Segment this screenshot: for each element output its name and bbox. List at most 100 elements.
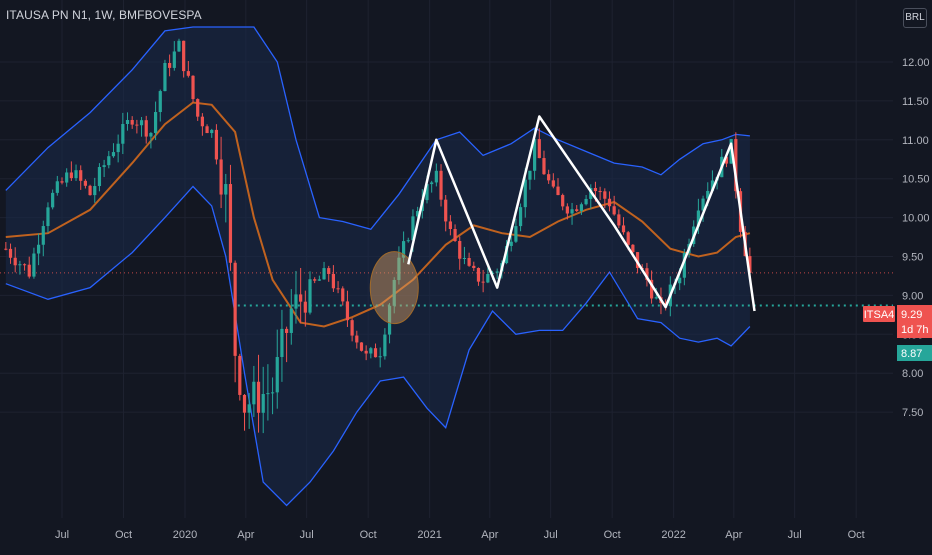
candle-body (214, 129, 219, 160)
candle-body (13, 257, 17, 266)
candle-body (88, 185, 92, 196)
candle-body (331, 273, 336, 289)
candle-body (8, 248, 13, 258)
candle-body (430, 182, 434, 185)
candle-body (453, 228, 457, 241)
candle-body (444, 199, 448, 222)
candle-body (734, 139, 738, 192)
band-fill (5, 27, 750, 506)
candle-body (55, 181, 59, 193)
candle-body (364, 350, 368, 354)
upper-band (5, 26, 750, 231)
candle-body (570, 209, 574, 214)
candle-body (509, 241, 513, 246)
x-tick-label: Apr (725, 529, 742, 541)
candle-body (144, 120, 148, 137)
candle-body (135, 124, 139, 126)
candle-body (168, 62, 172, 68)
y-tick-label: 7.50 (902, 407, 923, 419)
candle-body (289, 308, 293, 333)
candle-body (83, 180, 87, 186)
candle-body (472, 265, 476, 269)
candle-body (397, 257, 401, 280)
lower-band (5, 185, 751, 507)
candle-body (182, 40, 186, 72)
candle-body (247, 404, 251, 413)
basis-line (5, 101, 751, 328)
candle-body (486, 273, 490, 283)
currency-button[interactable]: BRL (903, 8, 927, 28)
candle-body (191, 75, 195, 100)
symbol-tag: ITSA4 (864, 309, 895, 321)
price-tags: ITSA4 9.29 1d 7h 8.87 (863, 305, 932, 361)
candle-body (401, 241, 406, 258)
last-price-tag-bg (897, 305, 932, 338)
candle-body (210, 129, 214, 134)
y-tick-label: 9.00 (902, 290, 923, 302)
candle-body (626, 232, 630, 245)
candle-body (205, 126, 209, 134)
candle-body (252, 381, 256, 405)
candle-body (238, 355, 242, 395)
candle-body (607, 198, 612, 207)
candle-body (495, 271, 499, 273)
candle-body (556, 186, 560, 196)
drawings[interactable] (369, 115, 756, 325)
level-tag-bg (897, 345, 932, 361)
candle-body (285, 328, 289, 333)
candle-body (275, 357, 279, 393)
candle-body (121, 124, 125, 144)
chart-title: ITAUSA PN N1, 1W, BMFBOVESPA (6, 8, 202, 22)
candle-body (27, 264, 31, 277)
candle-body (270, 392, 275, 394)
x-tick-label: 2020 (173, 529, 197, 541)
x-tick-label: Jul (55, 529, 69, 541)
candle-body (345, 301, 350, 321)
candle-body (724, 156, 729, 164)
candle-body (196, 99, 200, 117)
x-tick-label: Apr (237, 529, 254, 541)
candle-body (41, 226, 45, 245)
candle-body (654, 297, 658, 299)
candle-body (411, 216, 415, 241)
candle-body (51, 192, 55, 208)
candle-body (130, 120, 134, 125)
candle-body (514, 226, 518, 242)
candle-body (649, 279, 654, 299)
candle-body (327, 268, 331, 274)
candle-body (322, 268, 326, 280)
candle-body (177, 40, 181, 52)
candle-body (458, 240, 462, 259)
candle-body (22, 264, 27, 266)
candle-body (603, 191, 607, 199)
candle-body (4, 248, 8, 250)
candle-body (523, 179, 527, 208)
candle-body (158, 91, 162, 113)
candle-body (598, 191, 602, 193)
x-tick-label: Oct (115, 529, 132, 541)
candle-body (462, 257, 467, 259)
candle-body (200, 116, 204, 127)
candle-body (139, 120, 144, 126)
x-tick-label: Oct (604, 529, 621, 541)
candle-body (635, 252, 640, 268)
candle-body (518, 207, 523, 227)
candle-body (467, 257, 471, 266)
candle-body (621, 225, 626, 233)
candle-body (547, 174, 551, 181)
candle-body (701, 198, 705, 211)
candle-body (425, 184, 429, 201)
candle-body (387, 305, 392, 335)
candle-body (107, 156, 111, 166)
candle-body (696, 210, 700, 227)
candle-body (579, 204, 584, 212)
candle-body (261, 393, 265, 413)
candle-body (280, 328, 284, 358)
candle-body (37, 244, 41, 254)
candle-body (32, 253, 36, 277)
y-tick-label: 12.00 (902, 57, 930, 69)
candle-body (378, 356, 382, 358)
candle-body (256, 381, 261, 413)
